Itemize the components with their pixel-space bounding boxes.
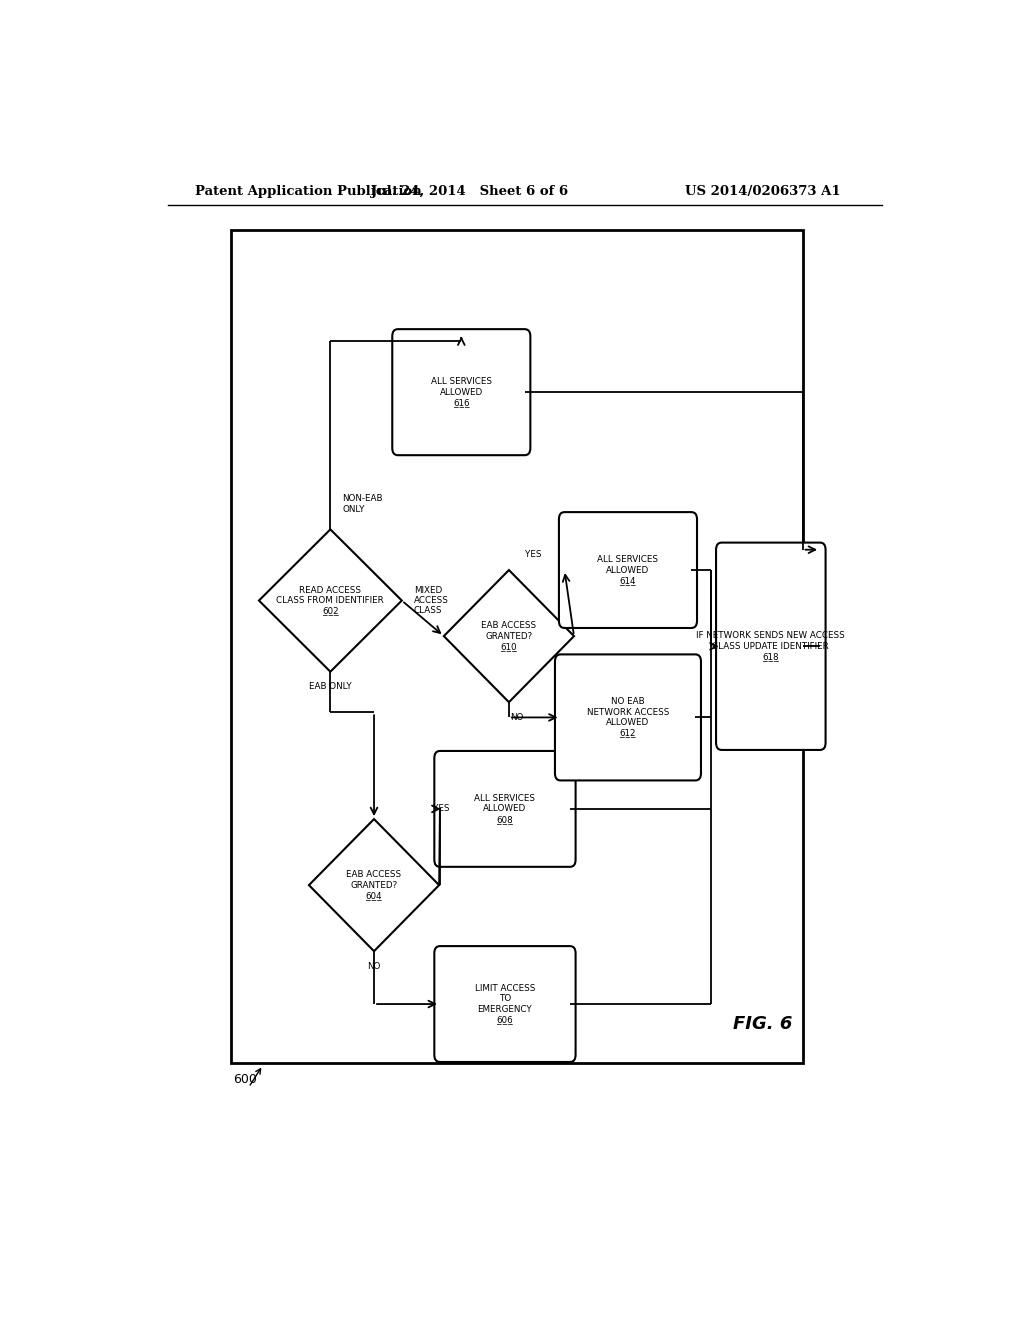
Text: IF NETWORK SENDS NEW ACCESS
CLASS UPDATE IDENTIFIER
6̲1̲8̲: IF NETWORK SENDS NEW ACCESS CLASS UPDATE… <box>696 631 845 661</box>
Polygon shape <box>259 529 401 672</box>
Text: EAB ACCESS
GRANTED?
6̲0̲4̲: EAB ACCESS GRANTED? 6̲0̲4̲ <box>346 870 401 900</box>
FancyBboxPatch shape <box>434 751 575 867</box>
Text: ALL SERVICES
ALLOWED
6̲1̲4̲: ALL SERVICES ALLOWED 6̲1̲4̲ <box>597 556 658 585</box>
Text: NON-EAB
ONLY: NON-EAB ONLY <box>342 494 383 513</box>
FancyBboxPatch shape <box>434 946 575 1063</box>
FancyBboxPatch shape <box>559 512 697 628</box>
Text: ALL SERVICES
ALLOWED
6̲1̲6̲: ALL SERVICES ALLOWED 6̲1̲6̲ <box>431 378 492 407</box>
Text: ALL SERVICES
ALLOWED
6̲0̲8̲: ALL SERVICES ALLOWED 6̲0̲8̲ <box>474 795 536 824</box>
Text: EAB ACCESS
GRANTED?
6̲1̲0̲: EAB ACCESS GRANTED? 6̲1̲0̲ <box>481 622 537 651</box>
Bar <box>231 230 803 1063</box>
Text: FIG. 6: FIG. 6 <box>733 1015 793 1034</box>
Text: YES: YES <box>524 550 542 560</box>
Polygon shape <box>443 570 574 702</box>
FancyBboxPatch shape <box>555 655 701 780</box>
FancyBboxPatch shape <box>392 329 530 455</box>
Text: NO EAB
NETWORK ACCESS
ALLOWED
6̲1̲2̲: NO EAB NETWORK ACCESS ALLOWED 6̲1̲2̲ <box>587 697 669 738</box>
Text: Jul. 24, 2014   Sheet 6 of 6: Jul. 24, 2014 Sheet 6 of 6 <box>371 185 568 198</box>
Text: MIXED
ACCESS
CLASS: MIXED ACCESS CLASS <box>414 586 449 615</box>
Text: NO: NO <box>510 713 523 722</box>
Polygon shape <box>309 818 439 952</box>
Text: NO: NO <box>368 962 381 972</box>
Text: 600: 600 <box>233 1073 257 1086</box>
Text: Patent Application Publication: Patent Application Publication <box>196 185 422 198</box>
Text: US 2014/0206373 A1: US 2014/0206373 A1 <box>685 185 841 198</box>
Text: READ ACCESS
CLASS FROM IDENTIFIER
6̲0̲2̲: READ ACCESS CLASS FROM IDENTIFIER 6̲0̲2̲ <box>276 586 384 615</box>
Text: EAB ONLY: EAB ONLY <box>309 682 351 692</box>
FancyBboxPatch shape <box>716 543 825 750</box>
Text: YES: YES <box>433 804 450 813</box>
Text: LIMIT ACCESS
TO
EMERGENCY
6̲0̲6̲: LIMIT ACCESS TO EMERGENCY 6̲0̲6̲ <box>475 983 536 1024</box>
